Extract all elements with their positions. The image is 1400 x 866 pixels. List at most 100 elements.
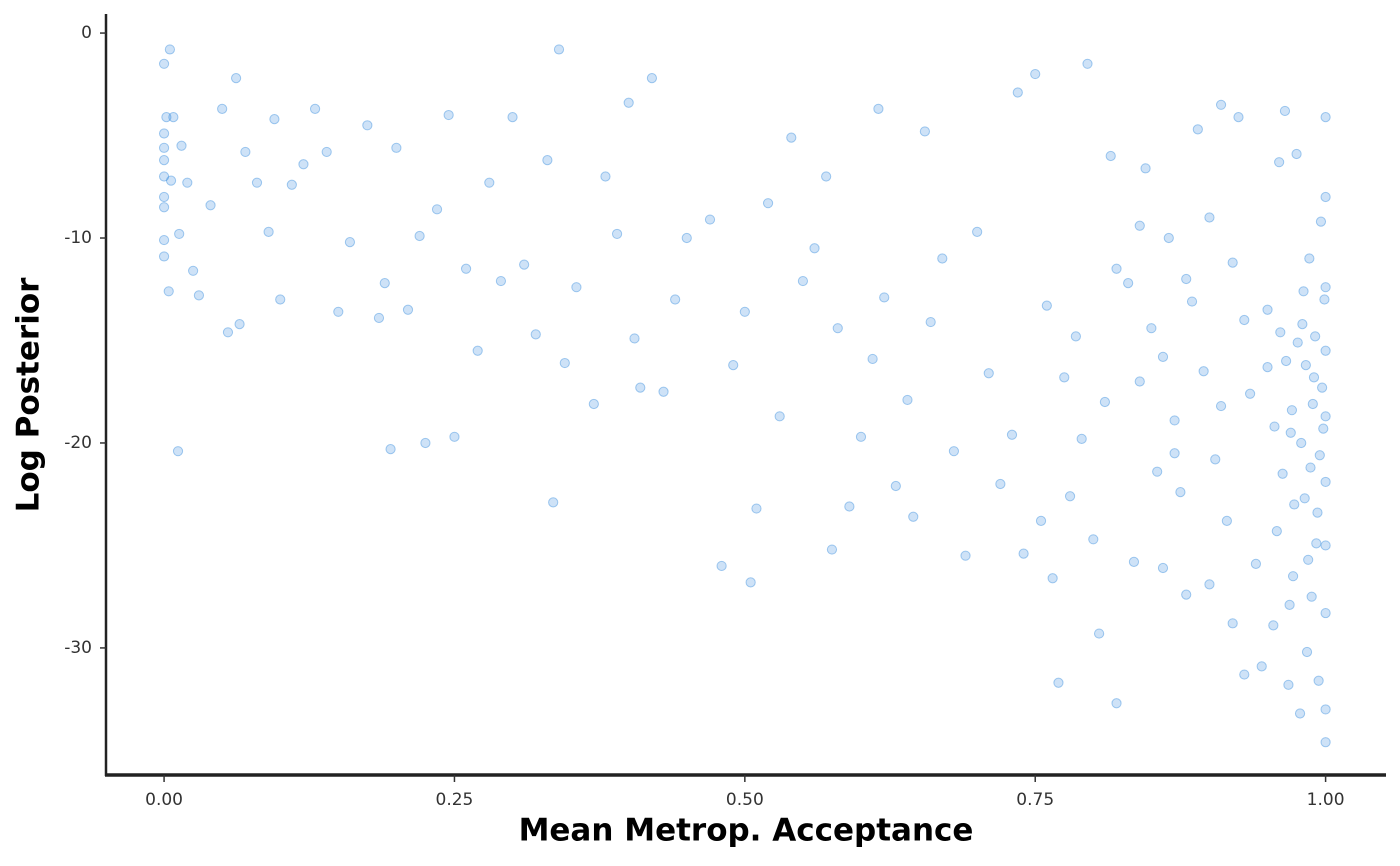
point <box>1053 677 1064 688</box>
point <box>1320 540 1331 551</box>
point <box>158 155 170 166</box>
point <box>1018 548 1029 559</box>
point <box>1250 558 1262 569</box>
point <box>379 278 390 289</box>
point <box>1245 388 1256 399</box>
point <box>484 177 495 188</box>
point <box>1181 589 1192 600</box>
point <box>298 159 309 170</box>
point <box>1315 216 1327 227</box>
point <box>588 398 599 410</box>
point <box>704 214 716 225</box>
point <box>1227 257 1238 268</box>
point <box>1227 618 1238 629</box>
point <box>1304 253 1315 264</box>
point <box>1289 499 1300 510</box>
y-axis-title: Log Posterior <box>11 277 47 513</box>
point <box>960 550 971 561</box>
point <box>176 140 187 151</box>
point <box>1215 99 1227 110</box>
point <box>1281 355 1292 367</box>
point <box>1283 679 1294 690</box>
point <box>658 386 669 397</box>
point <box>1221 515 1232 526</box>
point <box>165 175 177 186</box>
point <box>217 103 228 114</box>
point <box>158 58 170 69</box>
point <box>495 275 507 287</box>
point <box>1059 372 1070 383</box>
point <box>1099 396 1111 408</box>
point <box>1299 493 1310 504</box>
point <box>158 251 170 262</box>
point <box>826 544 838 555</box>
point <box>728 359 739 371</box>
point <box>1314 450 1325 461</box>
point <box>309 103 321 114</box>
point <box>1296 437 1307 449</box>
point <box>786 132 797 143</box>
point <box>623 97 634 108</box>
point <box>902 394 913 406</box>
point <box>983 368 994 379</box>
point <box>948 446 960 457</box>
point <box>1271 526 1282 537</box>
point <box>611 228 623 240</box>
point <box>646 73 658 84</box>
point <box>867 353 878 365</box>
point <box>172 446 184 457</box>
point <box>1320 476 1331 488</box>
point <box>1140 163 1151 174</box>
x-tick-label: 0.75 <box>1016 790 1054 810</box>
point <box>548 497 559 508</box>
point <box>1041 300 1052 311</box>
point <box>414 230 425 242</box>
point <box>158 191 170 203</box>
y-tick-label: -20 <box>64 433 92 453</box>
point <box>1284 599 1295 610</box>
point <box>1320 411 1331 422</box>
point <box>269 114 280 125</box>
point <box>431 204 443 215</box>
point <box>1317 382 1328 393</box>
point <box>402 304 414 315</box>
point <box>937 253 948 264</box>
point <box>321 146 332 158</box>
point <box>1128 556 1140 567</box>
point <box>873 103 884 114</box>
point <box>158 142 170 153</box>
point <box>1094 628 1105 639</box>
point <box>1262 362 1273 373</box>
point <box>1300 359 1311 371</box>
point <box>1286 405 1298 416</box>
point <box>1169 415 1180 426</box>
point <box>1306 591 1317 602</box>
point <box>1035 515 1047 526</box>
point <box>1320 111 1331 123</box>
point <box>1310 331 1321 342</box>
point <box>263 226 274 237</box>
point <box>1064 491 1076 502</box>
point <box>1256 661 1267 672</box>
point <box>1006 429 1018 440</box>
point <box>1320 345 1331 356</box>
point <box>234 318 245 330</box>
point <box>240 146 251 158</box>
point <box>1111 698 1122 709</box>
point <box>230 73 242 84</box>
point <box>161 111 172 123</box>
point <box>1111 263 1122 274</box>
point <box>1294 708 1306 719</box>
point <box>1239 669 1250 680</box>
point <box>158 234 170 246</box>
point <box>908 511 919 522</box>
point <box>1204 579 1215 590</box>
point <box>1319 294 1330 305</box>
point <box>1277 468 1288 479</box>
point <box>919 126 930 137</box>
point <box>925 316 936 328</box>
point <box>1215 400 1227 412</box>
point <box>1279 105 1291 117</box>
point <box>158 202 170 213</box>
point <box>1163 232 1174 244</box>
